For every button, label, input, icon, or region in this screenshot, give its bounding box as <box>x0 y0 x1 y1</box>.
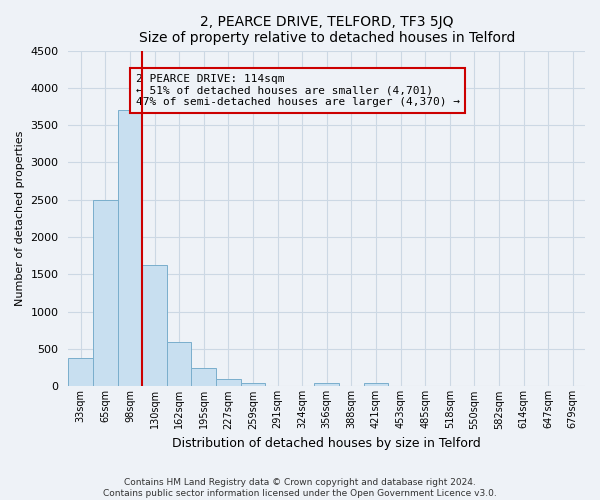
Bar <box>142 265 167 386</box>
Bar <box>191 368 216 386</box>
X-axis label: Distribution of detached houses by size in Telford: Distribution of detached houses by size … <box>172 437 481 450</box>
Bar <box>93 200 118 386</box>
Y-axis label: Number of detached properties: Number of detached properties <box>15 131 25 306</box>
Bar <box>364 382 388 386</box>
Title: 2, PEARCE DRIVE, TELFORD, TF3 5JQ
Size of property relative to detached houses i: 2, PEARCE DRIVE, TELFORD, TF3 5JQ Size o… <box>139 15 515 45</box>
Bar <box>241 382 265 386</box>
Bar <box>216 379 241 386</box>
Text: Contains HM Land Registry data © Crown copyright and database right 2024.
Contai: Contains HM Land Registry data © Crown c… <box>103 478 497 498</box>
Bar <box>68 358 93 386</box>
Bar <box>118 110 142 386</box>
Bar <box>314 382 339 386</box>
Bar <box>167 342 191 386</box>
Text: 2 PEARCE DRIVE: 114sqm
← 51% of detached houses are smaller (4,701)
47% of semi-: 2 PEARCE DRIVE: 114sqm ← 51% of detached… <box>136 74 460 107</box>
